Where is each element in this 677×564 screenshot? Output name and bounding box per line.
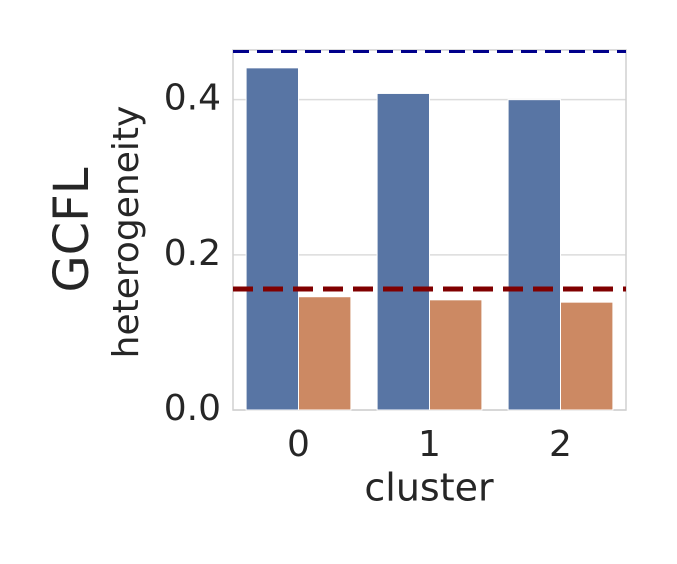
x-tick-label: 1 (418, 424, 441, 465)
chart-title: GCFL (44, 167, 100, 292)
bar (560, 301, 614, 411)
bar (245, 67, 300, 411)
x-tick-label: 2 (549, 424, 572, 465)
y-tick-label: 0.4 (164, 78, 221, 119)
bar (376, 92, 431, 411)
y-axis-label: heterogeneity (106, 106, 147, 359)
bar (298, 296, 352, 411)
y-tick-label: 0.0 (164, 388, 221, 429)
x-tick-label: 0 (287, 424, 310, 465)
bar (507, 99, 562, 411)
bar (429, 299, 483, 411)
y-tick-label: 0.2 (164, 233, 221, 274)
x-axis-label: cluster (364, 466, 494, 510)
